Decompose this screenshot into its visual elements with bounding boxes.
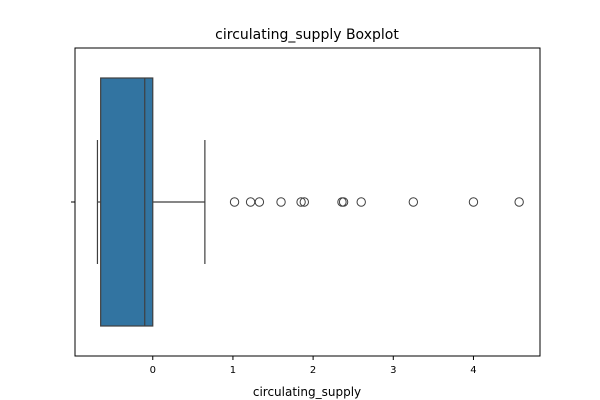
outlier-point [245,197,256,207]
outlier-point [229,197,240,207]
x-tick-label: 4 [470,365,476,376]
chart-title: circulating_supply Boxplot [215,27,399,43]
outlier-point [468,197,479,207]
outlier-point [408,197,419,207]
iqr-box [100,77,154,327]
x-axis-label: circulating_supply [253,385,361,399]
outlier-point [276,197,286,207]
outlier-point [514,197,524,207]
outlier-point [296,197,306,207]
outlier-point [254,197,265,207]
x-tick-label: 0 [150,365,156,376]
plot-area [96,77,524,327]
outlier-point [356,197,366,207]
outlier-point [299,197,309,207]
x-tick-label: 3 [390,365,396,376]
x-tick-label: 2 [310,365,316,376]
x-axis-ticks: 0 1 2 3 4 [150,356,477,376]
outlier-point [338,197,349,207]
x-tick-label: 1 [230,365,236,376]
